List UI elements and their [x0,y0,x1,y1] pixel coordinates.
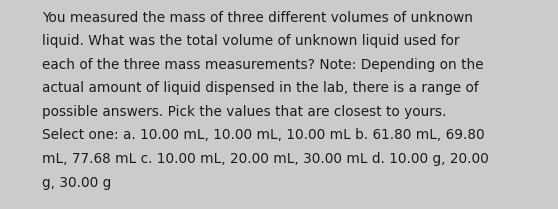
Text: You measured the mass of three different volumes of unknown: You measured the mass of three different… [42,11,473,25]
Text: actual amount of liquid dispensed in the lab, there is a range of: actual amount of liquid dispensed in the… [42,82,479,96]
Text: mL, 77.68 mL c. 10.00 mL, 20.00 mL, 30.00 mL d. 10.00 g, 20.00: mL, 77.68 mL c. 10.00 mL, 20.00 mL, 30.0… [42,152,489,166]
Text: Select one: a. 10.00 mL, 10.00 mL, 10.00 mL b. 61.80 mL, 69.80: Select one: a. 10.00 mL, 10.00 mL, 10.00… [42,129,485,143]
Text: liquid. What was the total volume of unknown liquid used for: liquid. What was the total volume of unk… [42,34,459,48]
Text: possible answers. Pick the values that are closest to yours.: possible answers. Pick the values that a… [42,105,446,119]
Text: g, 30.00 g: g, 30.00 g [42,176,111,190]
Text: each of the three mass measurements? Note: Depending on the: each of the three mass measurements? Not… [42,58,484,72]
